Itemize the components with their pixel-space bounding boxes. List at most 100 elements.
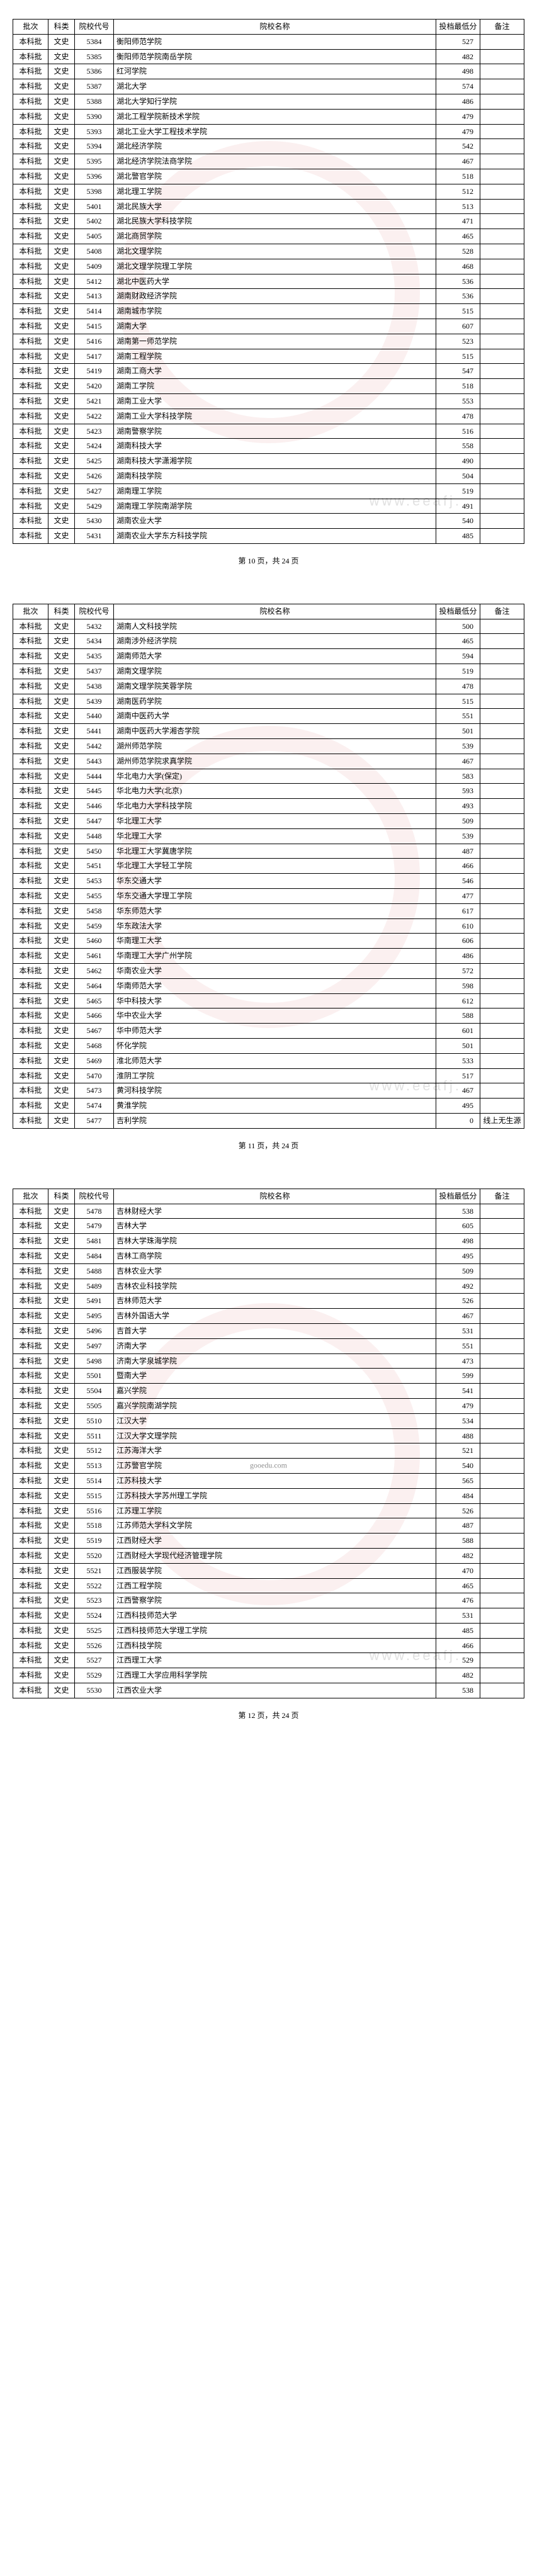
table-row: 本科批文史5510江汉大学534 xyxy=(13,1413,524,1428)
cell-note xyxy=(480,964,524,979)
cell-note xyxy=(480,1099,524,1114)
cell-subject: 文史 xyxy=(48,1323,75,1338)
table-row: 本科批文史5443湖州师范学院求真学院467 xyxy=(13,754,524,769)
cell-name: 湖北工程学院新技术学院 xyxy=(114,109,436,124)
cell-batch: 本科批 xyxy=(13,1548,48,1563)
cell-score: 485 xyxy=(436,1623,480,1638)
cell-subject: 文史 xyxy=(48,874,75,889)
cell-note xyxy=(480,1279,524,1294)
cell-code: 5401 xyxy=(75,199,114,214)
cell-name: 湖南工程学院 xyxy=(114,349,436,364)
table-header-row: 批次科类院校代号院校名称投档最低分备注 xyxy=(13,604,524,619)
table-row: 本科批文史5497济南大学551 xyxy=(13,1338,524,1353)
cell-note xyxy=(480,709,524,724)
cell-note xyxy=(480,784,524,799)
table-row: 本科批文史5401湖北民族大学513 xyxy=(13,199,524,214)
cell-score: 516 xyxy=(436,424,480,439)
cell-batch: 本科批 xyxy=(13,154,48,169)
table-row: 本科批文史5396湖北警官学院518 xyxy=(13,169,524,184)
cell-score: 551 xyxy=(436,1338,480,1353)
cell-name: 湖南文理学院芙蓉学院 xyxy=(114,679,436,694)
cell-score: 531 xyxy=(436,1323,480,1338)
cell-code: 5462 xyxy=(75,964,114,979)
cell-code: 5464 xyxy=(75,978,114,993)
cell-subject: 文史 xyxy=(48,1548,75,1563)
cell-name: 湖南城市学院 xyxy=(114,304,436,319)
table-row: 本科批文史5441湖南中医药大学湘杏学院501 xyxy=(13,724,524,739)
cell-subject: 文史 xyxy=(48,1593,75,1608)
cell-code: 5398 xyxy=(75,184,114,199)
table-row: 本科批文史5453华东交通大学546 xyxy=(13,874,524,889)
cell-code: 5459 xyxy=(75,918,114,934)
cell-score: 605 xyxy=(436,1219,480,1234)
cell-subject: 文史 xyxy=(48,918,75,934)
cell-batch: 本科批 xyxy=(13,964,48,979)
cell-name: 湖北中医药大学 xyxy=(114,274,436,289)
cell-name: 湖南工学院 xyxy=(114,379,436,394)
cell-batch: 本科批 xyxy=(13,1488,48,1503)
cell-code: 5434 xyxy=(75,634,114,649)
cell-score: 533 xyxy=(436,1053,480,1068)
cell-batch: 本科批 xyxy=(13,49,48,64)
cell-score: 572 xyxy=(436,964,480,979)
cell-name: 吉林农业科技学院 xyxy=(114,1279,436,1294)
cell-code: 5438 xyxy=(75,679,114,694)
cell-batch: 本科批 xyxy=(13,978,48,993)
table-row: 本科批文史5477吉利学院0线上无生源 xyxy=(13,1113,524,1128)
cell-subject: 文史 xyxy=(48,949,75,964)
cell-batch: 本科批 xyxy=(13,1279,48,1294)
cell-name: 湖南第一师范学院 xyxy=(114,334,436,349)
cell-score: 538 xyxy=(436,1683,480,1698)
cell-subject: 文史 xyxy=(48,1534,75,1549)
table-row: 本科批文史5522江西工程学院465 xyxy=(13,1578,524,1593)
table-row: 本科批文史5434湖南涉外经济学院465 xyxy=(13,634,524,649)
cell-name: 济南大学泉城学院 xyxy=(114,1353,436,1369)
cell-score: 467 xyxy=(436,1083,480,1099)
cell-batch: 本科批 xyxy=(13,424,48,439)
cell-subject: 文史 xyxy=(48,1413,75,1428)
cell-note xyxy=(480,169,524,184)
cell-code: 5412 xyxy=(75,274,114,289)
cell-name: 湖南农业大学 xyxy=(114,514,436,529)
cell-code: 5496 xyxy=(75,1323,114,1338)
cell-subject: 文史 xyxy=(48,1219,75,1234)
cell-note xyxy=(480,649,524,664)
cell-code: 5388 xyxy=(75,94,114,109)
table-row: 本科批文史5415湖南大学607 xyxy=(13,319,524,334)
cell-code: 5432 xyxy=(75,619,114,634)
cell-score: 0 xyxy=(436,1113,480,1128)
cell-name: 华北电力大学(北京) xyxy=(114,784,436,799)
cell-code: 5387 xyxy=(75,79,114,94)
cell-batch: 本科批 xyxy=(13,1534,48,1549)
cell-batch: 本科批 xyxy=(13,1384,48,1399)
cell-score: 478 xyxy=(436,679,480,694)
table-row: 本科批文史5495吉林外国语大学467 xyxy=(13,1309,524,1324)
cell-subject: 文史 xyxy=(48,1638,75,1653)
cell-batch: 本科批 xyxy=(13,1608,48,1624)
cell-batch: 本科批 xyxy=(13,349,48,364)
cell-name: 嘉兴学院 xyxy=(114,1384,436,1399)
cell-subject: 文史 xyxy=(48,1608,75,1624)
cell-note xyxy=(480,124,524,139)
cell-code: 5424 xyxy=(75,439,114,454)
cell-batch: 本科批 xyxy=(13,1338,48,1353)
cell-code: 5527 xyxy=(75,1653,114,1668)
cell-name: 湖北文理学院 xyxy=(114,244,436,259)
cell-subject: 文史 xyxy=(48,694,75,709)
cell-batch: 本科批 xyxy=(13,1563,48,1578)
cell-note xyxy=(480,978,524,993)
cell-batch: 本科批 xyxy=(13,1443,48,1459)
table-row: 本科批文史5439湖南医药学院515 xyxy=(13,694,524,709)
cell-subject: 文史 xyxy=(48,349,75,364)
cell-code: 5465 xyxy=(75,993,114,1008)
cell-name: 淮阴工学院 xyxy=(114,1068,436,1083)
cell-score: 599 xyxy=(436,1369,480,1384)
cell-batch: 本科批 xyxy=(13,769,48,784)
table-row: 本科批文史5512江苏海洋大学521 xyxy=(13,1443,524,1459)
cell-score: 466 xyxy=(436,859,480,874)
cell-subject: 文史 xyxy=(48,1234,75,1249)
cell-subject: 文史 xyxy=(48,769,75,784)
cell-note xyxy=(480,1459,524,1474)
cell-code: 5514 xyxy=(75,1473,114,1488)
cell-batch: 本科批 xyxy=(13,289,48,304)
